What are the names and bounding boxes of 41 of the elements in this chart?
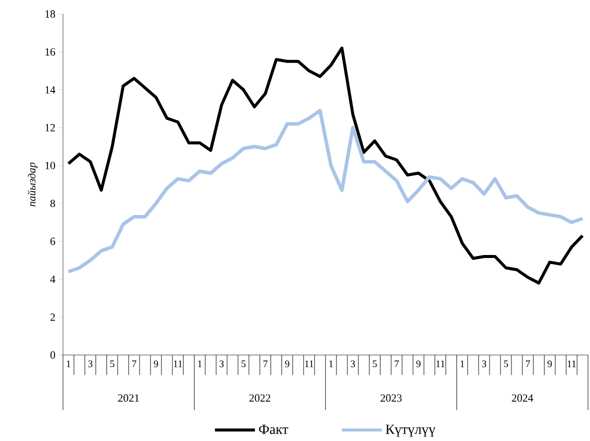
text: 2022	[249, 394, 270, 402]
y-tick-label: 4	[50, 276, 56, 283]
y-axis-title: пайыздар	[28, 162, 38, 206]
y-tick-label: 0	[50, 351, 56, 359]
x-tick-label: 3	[350, 360, 355, 368]
x-tick-label: 11	[174, 360, 182, 368]
x-tick-label: 1	[66, 360, 70, 368]
y-tick-label: 10	[45, 162, 56, 170]
x-tick-label: 11	[305, 360, 314, 368]
y-tick-label: 16	[45, 48, 56, 56]
x-tick-label: 3	[482, 360, 486, 368]
x-tick-label: 9	[548, 360, 552, 368]
x-tick-label: 3	[220, 360, 224, 368]
text: 2023	[380, 394, 402, 402]
x-tick-label: 9	[154, 360, 158, 368]
y-tick-label: 18	[45, 10, 56, 18]
x-tick-label: 11	[568, 360, 576, 368]
y-tick-label: 12	[45, 124, 55, 132]
x-tick-label: 5	[504, 360, 508, 368]
x-tick-label: 7	[264, 360, 268, 368]
text: 2024	[512, 394, 534, 402]
x-tick-label: 3	[88, 360, 92, 368]
y-tick-label: 14	[45, 86, 56, 94]
x-tick-label: 9	[285, 360, 290, 368]
text: 2021	[118, 394, 139, 402]
x-tick-label: 9	[416, 360, 421, 368]
x-tick-label: 7	[132, 360, 136, 368]
legend-label: Факт	[258, 424, 288, 434]
x-tick-label: 7	[394, 360, 399, 368]
legend-label: Күтүлүү	[386, 424, 436, 437]
x-tick-label: 1	[329, 360, 333, 368]
x-tick-label: 11	[436, 360, 445, 368]
x-tick-label: 7	[526, 360, 530, 368]
x-tick-label: 5	[372, 360, 377, 368]
x-tick-label: 5	[242, 360, 246, 368]
y-tick-label: 6	[50, 238, 56, 246]
y-tick-label: 8	[50, 200, 56, 208]
x-tick-label: 1	[460, 360, 464, 368]
x-tick-label: 5	[110, 360, 114, 368]
y-tick-label: 2	[50, 313, 55, 321]
x-tick-label: 1	[198, 360, 202, 368]
